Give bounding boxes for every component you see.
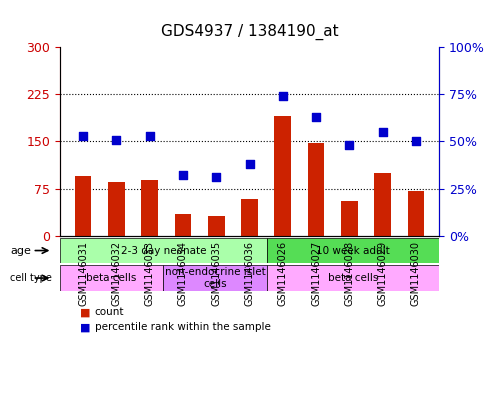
Bar bbox=[308, 143, 324, 236]
Text: ■: ■ bbox=[80, 307, 90, 318]
Bar bbox=[108, 182, 125, 236]
Text: non-endocrine islet
cells: non-endocrine islet cells bbox=[165, 267, 265, 289]
Point bbox=[345, 142, 353, 149]
Point bbox=[79, 133, 87, 139]
Bar bbox=[208, 216, 225, 236]
Text: ■: ■ bbox=[80, 322, 90, 332]
Text: 2-3 day neonate: 2-3 day neonate bbox=[121, 246, 206, 255]
Bar bbox=[341, 201, 358, 236]
Text: age: age bbox=[10, 246, 31, 255]
FancyBboxPatch shape bbox=[60, 265, 163, 291]
Bar bbox=[75, 176, 91, 236]
Text: GDS4937 / 1384190_at: GDS4937 / 1384190_at bbox=[161, 24, 338, 40]
FancyBboxPatch shape bbox=[163, 265, 267, 291]
Point bbox=[246, 161, 253, 167]
Point bbox=[212, 174, 220, 180]
Point bbox=[112, 136, 120, 143]
Text: beta cells: beta cells bbox=[86, 273, 137, 283]
Point bbox=[312, 114, 320, 120]
Point bbox=[412, 138, 420, 145]
Bar bbox=[408, 191, 424, 236]
Text: count: count bbox=[95, 307, 124, 318]
Bar bbox=[141, 180, 158, 236]
Bar bbox=[374, 173, 391, 236]
Text: beta cells: beta cells bbox=[328, 273, 378, 283]
Point bbox=[179, 172, 187, 178]
Text: percentile rank within the sample: percentile rank within the sample bbox=[95, 322, 270, 332]
Bar bbox=[274, 116, 291, 236]
FancyBboxPatch shape bbox=[267, 238, 439, 263]
Point bbox=[279, 93, 287, 99]
FancyBboxPatch shape bbox=[60, 238, 267, 263]
FancyBboxPatch shape bbox=[267, 265, 439, 291]
Text: 10 week adult: 10 week adult bbox=[316, 246, 390, 255]
Bar bbox=[175, 214, 191, 236]
Bar bbox=[241, 199, 258, 236]
Point bbox=[146, 133, 154, 139]
Text: cell type: cell type bbox=[10, 273, 52, 283]
Point bbox=[379, 129, 387, 135]
